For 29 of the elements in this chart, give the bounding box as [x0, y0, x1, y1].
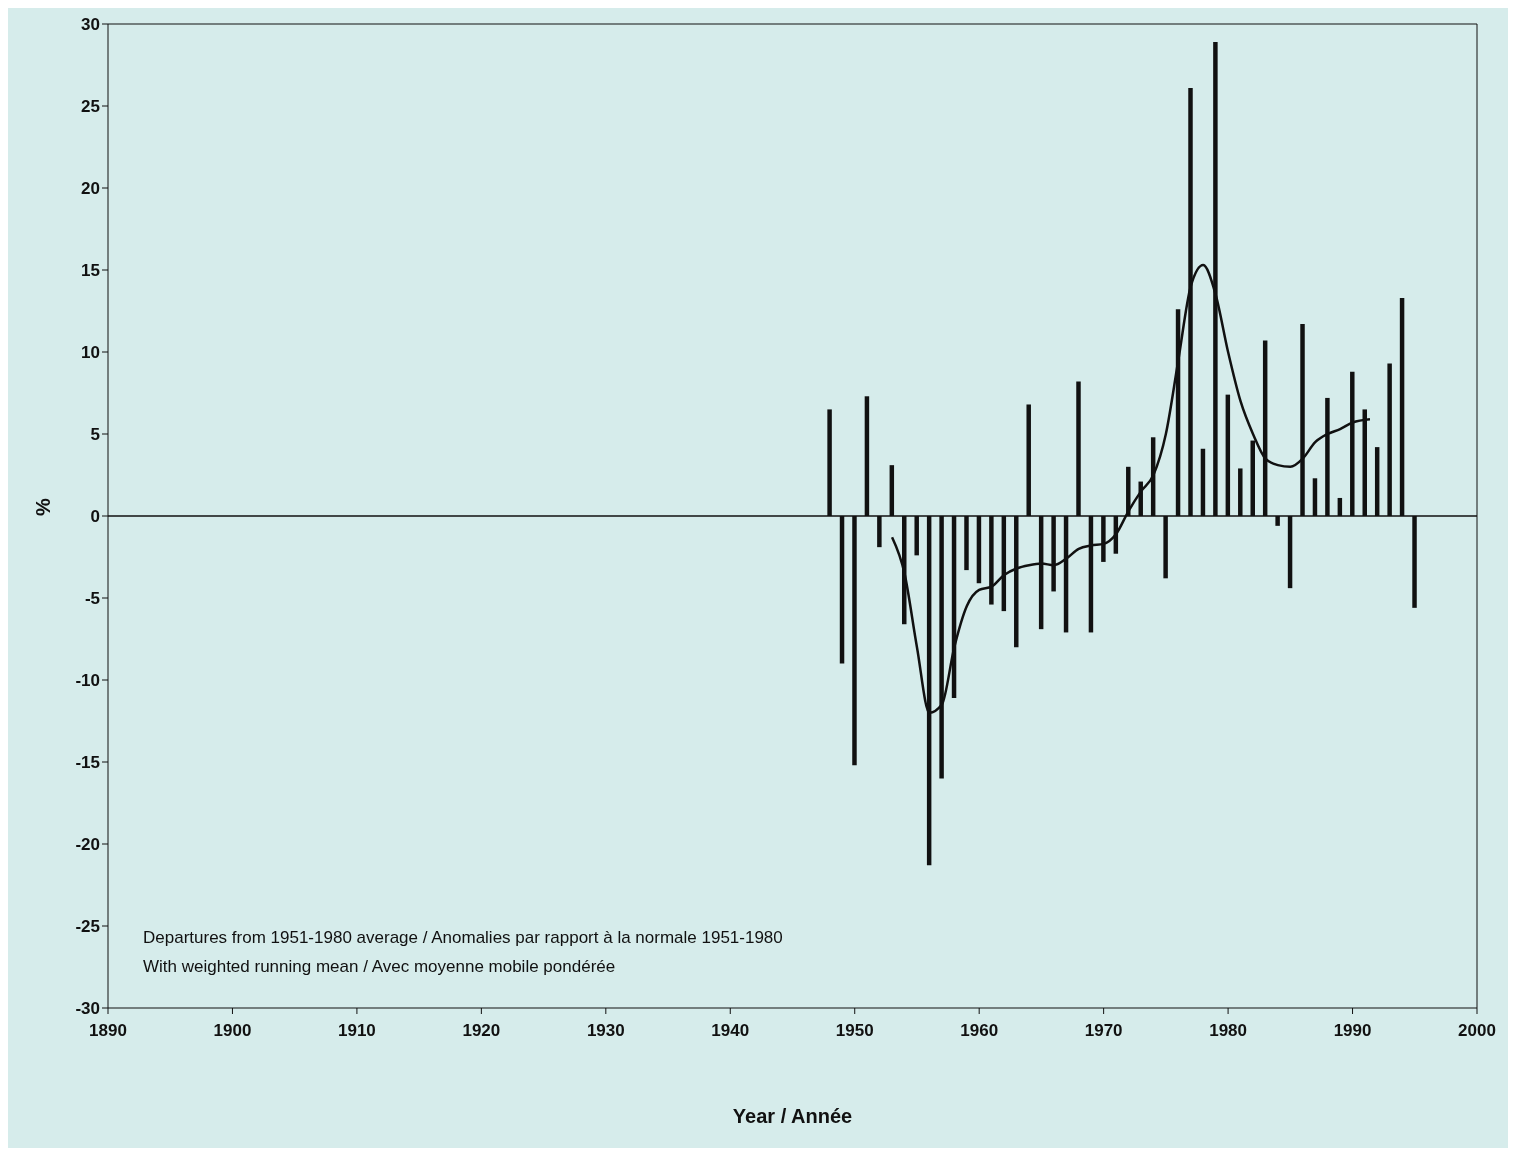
- annotation: Departures from 1951-1980 average / Anomalies par rapport à la normale 1951-1980: [143, 927, 783, 949]
- x-tick-label: 1890: [89, 1021, 127, 1041]
- y-tick-label: -20: [75, 835, 100, 855]
- y-tick-label: -5: [84, 589, 100, 609]
- x-tick-label: 1930: [586, 1021, 625, 1041]
- x-tick-label: 1950: [835, 1021, 874, 1041]
- y-tick-label: 20: [81, 179, 100, 199]
- y-axis-title: %: [32, 498, 55, 516]
- x-tick-label: 1900: [213, 1021, 252, 1041]
- x-tick-label: 1980: [1209, 1021, 1248, 1041]
- x-tick-label: 1940: [711, 1021, 750, 1041]
- y-tick-label: -15: [75, 753, 100, 773]
- x-axis-title: Year / Année: [732, 1105, 853, 1127]
- y-tick-label: -10: [75, 671, 100, 691]
- y-tick-label: 10: [81, 343, 100, 363]
- y-tick-label: -30: [75, 999, 100, 1019]
- y-tick-label: 15: [81, 261, 100, 281]
- annotation: With weighted running mean / Avec moyenne mobile pondérée: [143, 956, 617, 978]
- x-tick-label: 2000: [1458, 1021, 1496, 1041]
- y-tick-label: 30: [81, 15, 100, 35]
- y-tick-label: 5: [90, 425, 100, 445]
- y-tick-label: 0: [90, 507, 100, 527]
- x-tick-label: 1960: [960, 1021, 999, 1041]
- x-tick-label: 1970: [1084, 1021, 1123, 1041]
- x-tick-label: 1910: [338, 1021, 376, 1041]
- y-tick-label: -25: [75, 917, 100, 937]
- x-tick-label: 1990: [1333, 1021, 1372, 1041]
- y-tick-label: 25: [81, 97, 100, 117]
- x-tick-label: 1920: [462, 1021, 501, 1041]
